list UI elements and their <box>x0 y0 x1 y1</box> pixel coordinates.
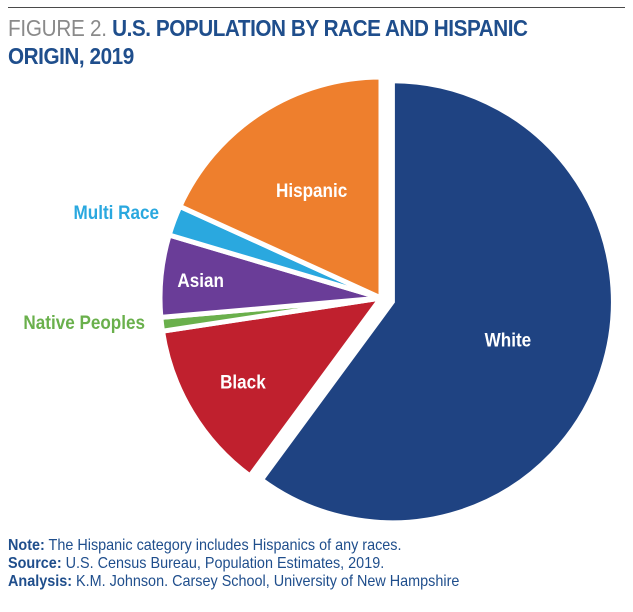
figure-title-text: U.S. POPULATION BY RACE AND HISPANIC ORI… <box>8 15 528 69</box>
analysis-label: Analysis: <box>8 573 73 590</box>
pie-label-white: White <box>485 330 532 351</box>
pie-label-black: Black <box>220 372 267 393</box>
note-line: Note: The Hispanic category includes His… <box>8 537 566 555</box>
source-line: Source: U.S. Census Bureau, Population E… <box>8 555 566 573</box>
pie-label-multi-race: Multi Race <box>74 202 159 223</box>
pie-slice-white <box>257 78 616 526</box>
pie-slice-hispanic <box>176 74 384 302</box>
source-text: U.S. Census Bureau, Population Estimates… <box>65 555 385 572</box>
pie-label-native-peoples: Native Peoples <box>23 312 145 333</box>
figure-title: FIGURE 2. U.S. POPULATION BY RACE AND HI… <box>8 14 562 70</box>
analysis-text: K.M. Johnson. Carsey School, University … <box>76 573 460 590</box>
pie-label-asian: Asian <box>177 270 224 291</box>
pie-label-hispanic: Hispanic <box>276 180 347 201</box>
pie-slice-black <box>159 294 387 480</box>
note-label: Note: <box>8 537 45 554</box>
notes-block: Note: The Hispanic category includes His… <box>8 537 566 591</box>
figure-number: FIGURE 2. <box>8 15 107 41</box>
top-rule <box>8 7 625 8</box>
pie-labels: White Black Native Peoples Asian Multi Race H… <box>23 180 531 392</box>
analysis-line: Analysis: K.M. Johnson. Carsey School, U… <box>8 573 566 591</box>
note-text: The Hispanic category includes Hispanics… <box>48 537 402 554</box>
pie-slices <box>157 74 616 526</box>
source-label: Source: <box>8 555 62 572</box>
